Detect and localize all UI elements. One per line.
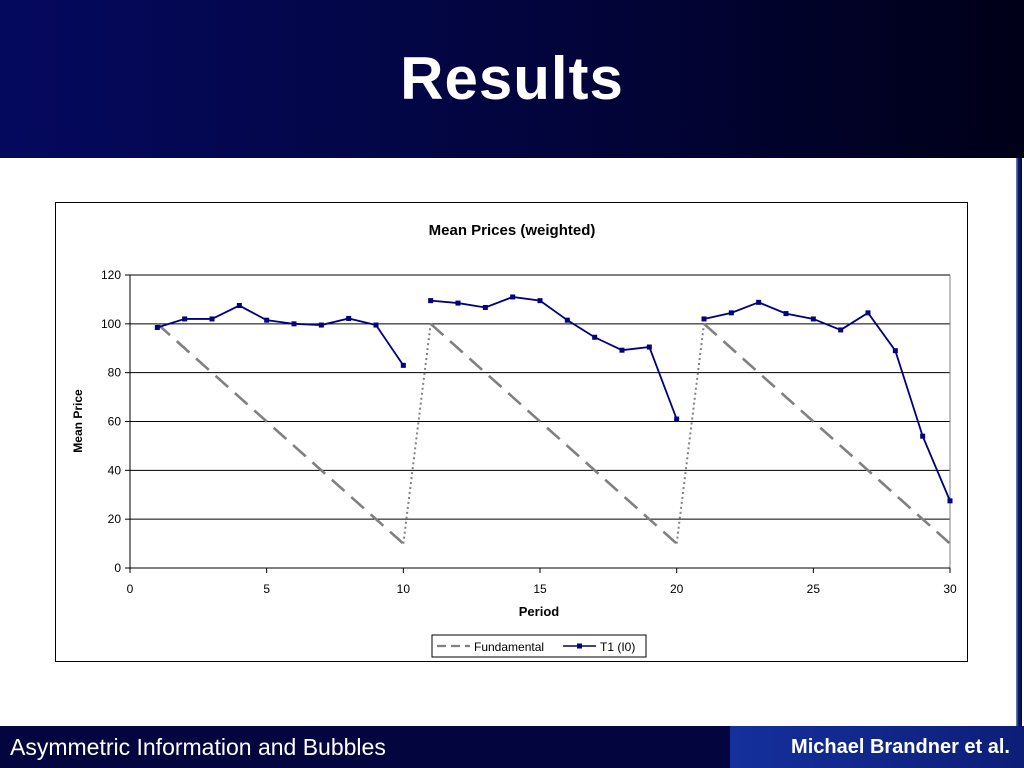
fundamental-reset-connector bbox=[675, 323, 705, 544]
t1-line-segment bbox=[703, 301, 951, 502]
legend-t1-label: T1 (I0) bbox=[600, 640, 635, 654]
y-tick-label: 60 bbox=[108, 415, 122, 429]
y-tick-label: 20 bbox=[108, 512, 122, 526]
t1-data-point bbox=[264, 317, 270, 323]
t1-data-point bbox=[154, 324, 160, 330]
t1-data-point bbox=[646, 344, 652, 350]
footer-presentation-title: Asymmetric Information and Bubbles bbox=[10, 734, 386, 760]
t1-data-point bbox=[728, 310, 734, 316]
fundamental-line-segment bbox=[156, 322, 405, 545]
footer-right-bar: Michael Brandner et al. bbox=[730, 726, 1024, 768]
y-axis-ticks: 0 20 40 60 80 100 120 bbox=[101, 268, 130, 575]
t1-data-point bbox=[920, 433, 926, 439]
fundamental-reset-connector bbox=[402, 323, 432, 544]
t1-data-point bbox=[291, 321, 297, 327]
t1-data-point bbox=[428, 298, 434, 304]
slide-header: Results bbox=[0, 0, 1024, 158]
x-tick-label: 0 bbox=[127, 582, 134, 596]
footer-left-bar: Asymmetric Information and Bubbles bbox=[0, 726, 730, 768]
t1-data-point bbox=[318, 322, 324, 328]
legend-t1-marker bbox=[577, 643, 582, 649]
x-tick-label: 5 bbox=[263, 582, 270, 596]
t1-data-point bbox=[564, 317, 570, 323]
t1-data-point bbox=[783, 311, 789, 317]
x-tick-label: 25 bbox=[807, 582, 821, 596]
legend-fundamental-label: Fundamental bbox=[474, 640, 544, 654]
y-tick-label: 120 bbox=[101, 268, 121, 282]
t1-data-point bbox=[400, 362, 406, 368]
t1-data-point bbox=[810, 316, 816, 322]
t1-data-point bbox=[674, 416, 680, 422]
t1-data-point bbox=[482, 304, 488, 310]
fundamental-line-segment bbox=[703, 322, 951, 545]
x-tick-label: 30 bbox=[943, 582, 957, 596]
t1-data-point bbox=[236, 303, 242, 309]
t1-data-point bbox=[865, 310, 871, 316]
y-tick-label: 80 bbox=[108, 366, 122, 380]
t1-line-segment bbox=[430, 296, 678, 420]
t1-data-point bbox=[947, 498, 953, 504]
t1-data-point bbox=[373, 322, 379, 328]
y-tick-label: 40 bbox=[108, 463, 122, 477]
t1-line-segment bbox=[157, 304, 405, 366]
x-tick-label: 20 bbox=[670, 582, 684, 596]
chart-frame: Mean Prices (weighted) 0 20 40 60 80 100 120 0… bbox=[55, 202, 968, 662]
x-axis-ticks: 0 5 10 15 20 25 30 bbox=[127, 568, 957, 596]
y-axis-label: Mean Price bbox=[71, 389, 85, 453]
y-tick-label: 100 bbox=[101, 317, 121, 331]
t1-data-point bbox=[701, 316, 707, 322]
x-axis-label: Period bbox=[519, 604, 560, 619]
plot-series bbox=[154, 294, 953, 545]
t1-data-point bbox=[455, 300, 461, 306]
t1-data-point bbox=[756, 299, 762, 305]
t1-data-point bbox=[182, 316, 188, 322]
chart-title: Mean Prices (weighted) bbox=[429, 222, 596, 239]
legend-box bbox=[431, 634, 647, 658]
slide-title: Results bbox=[400, 45, 624, 112]
y-tick-label: 0 bbox=[114, 561, 121, 575]
legend: Fundamental T1 (I0) bbox=[431, 634, 647, 658]
x-tick-label: 10 bbox=[397, 582, 411, 596]
right-edge-rule bbox=[1016, 158, 1022, 726]
t1-data-point bbox=[619, 347, 625, 353]
t1-data-point bbox=[592, 334, 598, 340]
t1-data-point bbox=[346, 315, 352, 321]
t1-data-point bbox=[892, 348, 898, 354]
t1-data-point bbox=[537, 298, 543, 304]
footer-author: Michael Brandner et al. bbox=[791, 736, 1010, 758]
t1-data-point bbox=[209, 316, 215, 322]
t1-data-point bbox=[838, 327, 844, 333]
x-tick-label: 15 bbox=[533, 582, 547, 596]
fundamental-line-segment bbox=[429, 322, 678, 545]
t1-data-point bbox=[510, 294, 516, 300]
